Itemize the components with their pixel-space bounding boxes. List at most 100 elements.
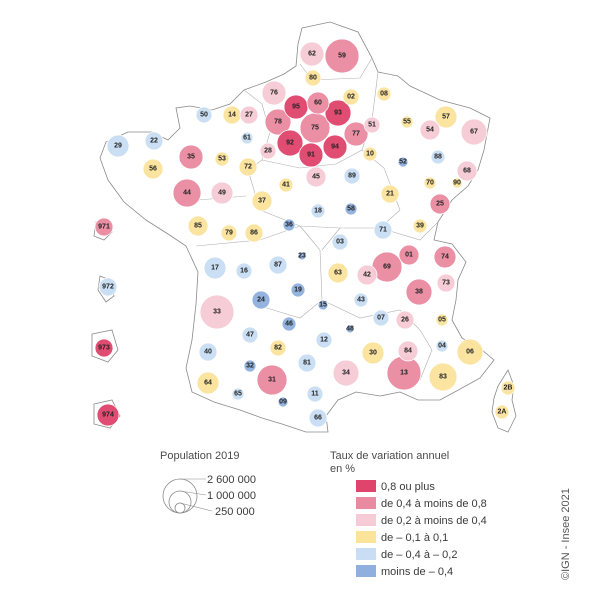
departement-label-45: 45 bbox=[312, 174, 320, 181]
departement-label-60: 60 bbox=[314, 100, 322, 107]
departement-label-31: 31 bbox=[268, 377, 276, 384]
departement-circle-90 bbox=[451, 177, 463, 189]
departement-circle-11 bbox=[306, 385, 324, 403]
size-legend-circle-small bbox=[174, 502, 186, 514]
departement-circle-34 bbox=[332, 359, 360, 387]
departement-circle-31 bbox=[256, 364, 288, 396]
departement-circle-53 bbox=[214, 151, 230, 167]
departement-circle-60 bbox=[306, 91, 330, 115]
departement-circle-77 bbox=[343, 121, 369, 147]
departement-label-55: 55 bbox=[403, 119, 411, 126]
departement-label-58: 58 bbox=[347, 206, 355, 213]
departement-circle-71 bbox=[373, 220, 393, 240]
departement-circle-58 bbox=[344, 202, 358, 216]
departement-circle-94 bbox=[322, 134, 348, 160]
departement-label-28: 28 bbox=[264, 148, 272, 155]
departement-label-14: 14 bbox=[228, 112, 236, 119]
departement-circle-72 bbox=[238, 157, 258, 177]
proportional-circles bbox=[94, 38, 516, 428]
color-legend-label-1: 0,8 ou plus bbox=[381, 481, 435, 493]
departement-label-87: 87 bbox=[274, 262, 282, 269]
departement-circle-86 bbox=[244, 223, 264, 243]
departement-label-72: 72 bbox=[244, 164, 252, 171]
departement-circle-28 bbox=[259, 142, 277, 160]
departement-circle-68 bbox=[456, 160, 478, 182]
departement-label-79: 79 bbox=[225, 230, 233, 237]
departement-circle-84 bbox=[397, 340, 419, 362]
departement-circle-89 bbox=[343, 167, 361, 185]
departement-label-41: 41 bbox=[282, 182, 290, 189]
departement-label-49: 49 bbox=[218, 190, 226, 197]
departement-label-13: 13 bbox=[400, 370, 408, 377]
departement-circle-45 bbox=[305, 166, 327, 188]
departement-label-64: 64 bbox=[204, 380, 212, 387]
departement-label-19: 19 bbox=[294, 287, 302, 294]
departement-label-53: 53 bbox=[218, 156, 226, 163]
departement-circle-55 bbox=[400, 115, 414, 129]
departement-circle-59 bbox=[324, 38, 360, 74]
departement-label-95: 95 bbox=[292, 104, 300, 111]
departement-label-54: 54 bbox=[426, 127, 434, 134]
size-legend-value-1: 2 600 000 bbox=[207, 474, 256, 486]
departement-circle-25 bbox=[429, 193, 451, 215]
color-legend-label-6: moins de – 0,4 bbox=[381, 566, 453, 578]
color-legend-swatch-4 bbox=[356, 531, 376, 543]
departement-label-93: 93 bbox=[334, 110, 342, 117]
departement-circle-16 bbox=[235, 262, 253, 280]
departement-circle-73 bbox=[436, 273, 456, 293]
departement-label-63: 63 bbox=[334, 270, 342, 277]
departement-circle-15 bbox=[317, 299, 329, 311]
departement-circle-17 bbox=[203, 256, 227, 280]
departement-circle-80 bbox=[304, 69, 322, 87]
departement-label-85: 85 bbox=[194, 223, 202, 230]
departement-label-39: 39 bbox=[416, 223, 424, 230]
departement-label-48: 48 bbox=[346, 326, 354, 333]
departement-label-62: 62 bbox=[308, 51, 316, 58]
departement-circle-78 bbox=[264, 108, 292, 136]
departement-circle-24 bbox=[251, 290, 271, 310]
departement-label-32: 32 bbox=[246, 363, 254, 370]
departement-circle-08 bbox=[376, 86, 392, 102]
departement-label-18: 18 bbox=[314, 208, 322, 215]
departement-label-38: 38 bbox=[415, 289, 423, 296]
departement-circle-07 bbox=[372, 309, 390, 327]
departement-circle-67 bbox=[460, 118, 488, 146]
departement-circle-52 bbox=[397, 156, 409, 168]
departement-circle-79 bbox=[220, 224, 238, 242]
departement-label-65: 65 bbox=[234, 391, 242, 398]
departement-circle-18 bbox=[310, 203, 326, 219]
departement-label-71: 71 bbox=[379, 227, 387, 234]
departement-label-30: 30 bbox=[369, 350, 377, 357]
source-credit: ©IGN - Insee 2021 bbox=[560, 488, 572, 580]
color-legend-title-line2: en % bbox=[330, 463, 355, 475]
corsica-outline bbox=[491, 369, 517, 433]
departement-circle-2B bbox=[500, 380, 516, 396]
departement-circle-70 bbox=[423, 176, 437, 190]
departement-circle-64 bbox=[196, 371, 220, 395]
departement-label-52: 52 bbox=[399, 159, 407, 166]
departement-label-50: 50 bbox=[200, 112, 208, 119]
departement-circle-973 bbox=[94, 338, 114, 358]
departement-label-12: 12 bbox=[320, 337, 328, 344]
departement-circle-93 bbox=[324, 99, 352, 127]
size-legend-title: Population 2019 bbox=[160, 450, 240, 462]
departement-circle-36 bbox=[282, 218, 296, 232]
departement-circle-39 bbox=[412, 218, 428, 234]
departement-circle-87 bbox=[268, 255, 288, 275]
departement-label-82: 82 bbox=[274, 345, 282, 352]
departement-label-03: 03 bbox=[336, 239, 344, 246]
color-legend: Taux de variation annuel en % 0,8 ou plu… bbox=[330, 450, 487, 578]
departement-labels: 62 59 80 76 02 08 60 95 93 78 75 77 92 91 94 51 55 57 54 67… bbox=[98, 51, 512, 422]
departement-label-06: 06 bbox=[466, 349, 474, 356]
departement-label-75: 75 bbox=[311, 125, 319, 132]
departement-label-16: 16 bbox=[240, 268, 248, 275]
departement-label-35: 35 bbox=[187, 154, 195, 161]
departement-circle-05 bbox=[435, 313, 449, 327]
departement-label-33: 33 bbox=[213, 309, 221, 316]
departement-label-21: 21 bbox=[386, 191, 394, 198]
departement-circle-43 bbox=[353, 292, 369, 308]
departement-label-09: 09 bbox=[279, 399, 287, 406]
departement-label-43: 43 bbox=[357, 297, 365, 304]
departement-label-01: 01 bbox=[405, 252, 413, 259]
departement-label-10: 10 bbox=[366, 151, 374, 158]
